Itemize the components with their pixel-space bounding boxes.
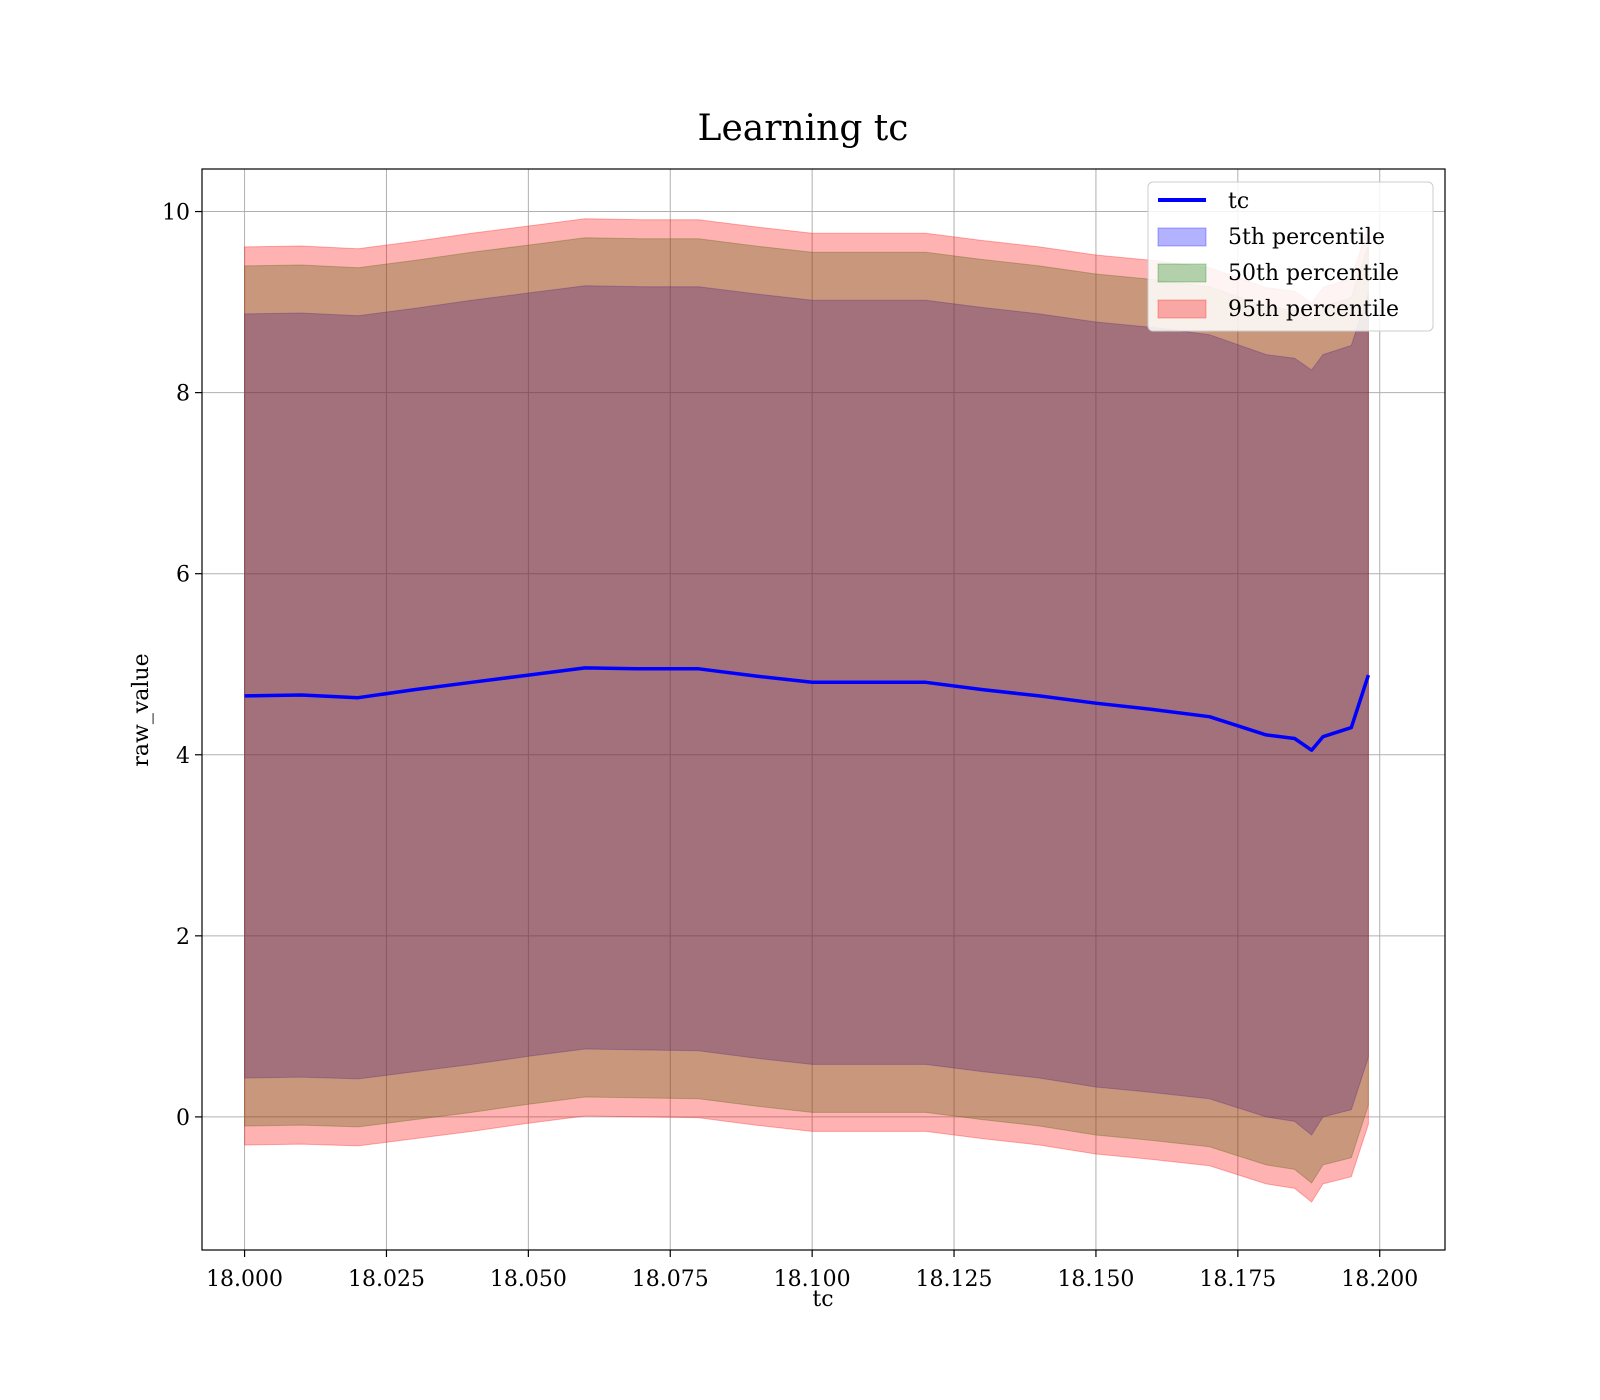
legend-box bbox=[1147, 181, 1434, 332]
legend-label-95th: 95th percentile bbox=[1228, 297, 1399, 322]
x-tick-label: 18.050 bbox=[490, 1267, 567, 1292]
y-tick-label: 10 bbox=[162, 201, 190, 226]
chart-title: Learning tc bbox=[698, 108, 909, 149]
line-tc bbox=[244, 666, 1371, 752]
band-95th-percentile bbox=[244, 218, 1369, 1203]
y-axis-ticks: 0 2 4 6 8 10 bbox=[162, 201, 202, 1131]
legend-label-tc: tc bbox=[1228, 189, 1249, 214]
y-tick-label: 8 bbox=[176, 382, 190, 407]
x-tick-label: 18.200 bbox=[1341, 1267, 1418, 1292]
x-tick-label: 18.075 bbox=[632, 1267, 709, 1292]
y-axis-label: raw_value bbox=[129, 653, 154, 766]
x-tick-label: 18.100 bbox=[774, 1267, 851, 1292]
y-tick-label: 6 bbox=[176, 563, 190, 588]
y-tick-label: 0 bbox=[176, 1106, 190, 1131]
y-tick-label: 2 bbox=[176, 925, 190, 950]
x-tick-label: 18.125 bbox=[916, 1267, 993, 1292]
x-tick-label: 18.175 bbox=[1199, 1267, 1276, 1292]
x-axis-label: tc bbox=[812, 1287, 833, 1312]
y-tick-label: 4 bbox=[176, 744, 190, 769]
x-tick-label: 18.025 bbox=[348, 1267, 425, 1292]
x-tick-label: 18.150 bbox=[1057, 1267, 1134, 1292]
x-tick-label: 18.000 bbox=[206, 1267, 283, 1292]
legend-swatch-50th bbox=[1157, 263, 1207, 283]
legend-swatch-5th bbox=[1157, 227, 1207, 247]
plot-area bbox=[201, 168, 1446, 1251]
band-50th-percentile bbox=[244, 237, 1369, 1184]
legend-label-50th: 50th percentile bbox=[1228, 261, 1399, 286]
grid bbox=[202, 169, 1445, 1250]
plot-frame bbox=[201, 168, 1446, 1251]
x-axis-ticks: 18.000 18.025 18.050 18.075 18.100 18.125 18.1… bbox=[206, 1250, 1418, 1292]
percentile-bands bbox=[244, 218, 1369, 1203]
band-5th-percentile bbox=[244, 285, 1369, 1136]
legend-swatch-95th bbox=[1157, 299, 1207, 319]
legend-label-5th: 5th percentile bbox=[1228, 225, 1385, 250]
series-lines bbox=[244, 666, 1371, 752]
legend: tc 5th percentile 50th percentile 95th p… bbox=[1147, 181, 1434, 332]
